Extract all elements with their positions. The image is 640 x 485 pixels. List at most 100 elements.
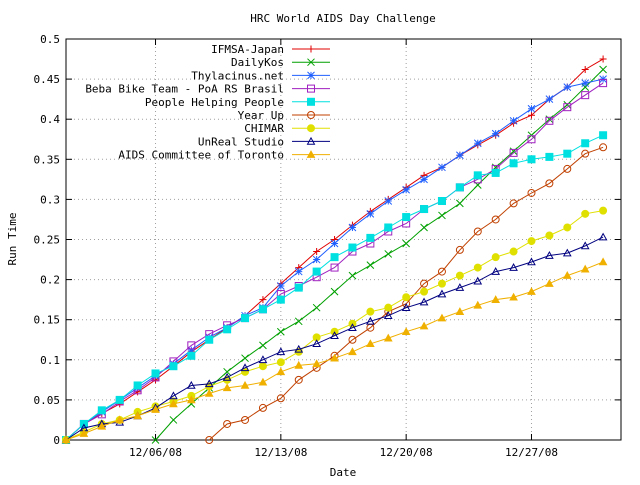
data-point (509, 148, 518, 157)
data-point (312, 255, 321, 264)
data-point (61, 435, 71, 444)
data-point (455, 283, 465, 291)
data-point (259, 296, 267, 304)
data-point (402, 293, 411, 302)
data-point (383, 333, 393, 342)
legend-label: UnReal Studio (198, 135, 284, 148)
data-point (581, 91, 590, 100)
data-point (307, 71, 315, 80)
x-tick-label: 12/27/08 (505, 446, 558, 459)
y-tick-label: 0.5 (40, 33, 60, 46)
legend-label: DailyKos (231, 56, 284, 69)
data-point (276, 347, 286, 356)
data-point (598, 257, 608, 266)
legend-label: People Helping People (145, 96, 284, 109)
data-point (527, 257, 536, 266)
data-point (580, 264, 590, 273)
data-point (527, 155, 536, 164)
data-point (563, 103, 572, 112)
data-point (223, 419, 232, 428)
data-point (366, 316, 375, 325)
data-point (509, 159, 518, 168)
data-point (276, 367, 286, 376)
data-point (581, 209, 590, 218)
x-tick-label: 12/13/08 (254, 446, 307, 459)
data-point (438, 163, 446, 172)
data-point (419, 321, 429, 330)
data-point (384, 303, 393, 312)
data-point (438, 211, 446, 220)
data-point (527, 188, 536, 197)
y-tick-label: 0.25 (34, 234, 61, 247)
data-point (348, 323, 357, 332)
data-point (366, 233, 375, 242)
data-point (258, 305, 267, 314)
data-point (294, 344, 304, 353)
data-point (562, 248, 572, 257)
data-point (151, 404, 160, 413)
data-point (580, 241, 590, 250)
series-layer (61, 55, 608, 444)
y-tick-label: 0.1 (40, 354, 60, 367)
data-point (473, 139, 482, 148)
data-point (151, 369, 160, 378)
legend-label: IFMSA-Japan (211, 43, 284, 56)
data-point (115, 415, 125, 424)
y-tick-label: 0.45 (34, 73, 61, 86)
data-point (276, 282, 285, 290)
data-point (455, 183, 464, 192)
data-point (420, 205, 429, 214)
data-point (402, 213, 411, 222)
data-point (312, 303, 321, 312)
data-point (366, 339, 375, 348)
data-point (599, 143, 608, 152)
data-point (545, 179, 554, 188)
data-point (420, 287, 429, 296)
data-point (473, 171, 482, 180)
data-point (599, 75, 607, 83)
data-point (581, 139, 590, 148)
legend-entry: Year Up (238, 109, 330, 122)
data-point (307, 97, 315, 106)
data-point (240, 380, 250, 389)
data-point (455, 271, 464, 280)
data-point (348, 271, 357, 280)
data-point (307, 45, 315, 53)
data-point (151, 436, 160, 444)
data-point (330, 239, 339, 248)
data-point (307, 84, 315, 93)
series-line (65, 261, 604, 441)
data-point (348, 347, 357, 356)
data-point (402, 185, 411, 194)
data-point (527, 111, 535, 119)
data-point (599, 131, 608, 140)
data-point (491, 295, 501, 303)
data-point (259, 341, 267, 350)
data-point (204, 379, 214, 388)
x-axis-label: Date (330, 466, 357, 479)
data-point (545, 116, 554, 125)
legend-label: Thylacinus.net (191, 69, 284, 82)
data-point (330, 263, 339, 272)
legend-entry: DailyKos (231, 56, 330, 69)
data-point (312, 267, 321, 276)
y-tick-label: 0.4 (40, 113, 60, 126)
data-point (420, 175, 428, 184)
data-point (306, 150, 316, 158)
data-point (527, 131, 536, 140)
series-people-helping-people (62, 131, 608, 444)
data-point (563, 223, 572, 232)
y-tick-label: 0.15 (34, 314, 61, 327)
data-point (420, 223, 428, 232)
data-point (258, 362, 267, 371)
data-point (456, 199, 464, 208)
plot-frame (65, 38, 622, 441)
data-point (306, 136, 316, 145)
data-point (545, 231, 554, 240)
data-point (241, 415, 250, 424)
data-point (258, 403, 267, 412)
data-point (204, 388, 214, 397)
y-tick-label: 0.2 (40, 274, 60, 287)
